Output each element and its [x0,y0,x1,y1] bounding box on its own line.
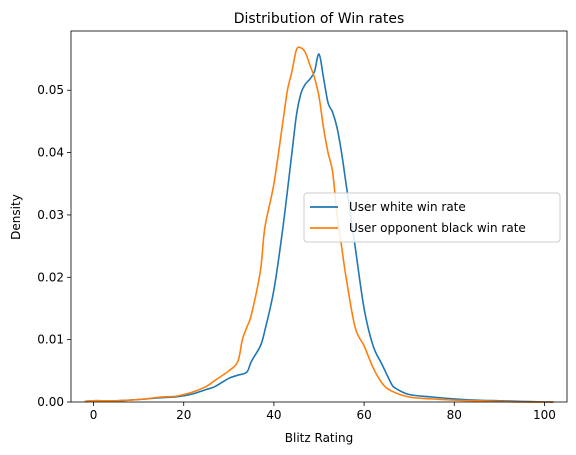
plot-frame [70,30,568,403]
y-tick-label: 0.00 [37,395,64,409]
y-tick-label: 0.04 [37,146,64,160]
y-tick-label: 0.02 [37,270,64,284]
x-tick-label: 0 [90,408,98,422]
legend-label-1: User white win rate [349,200,466,214]
x-axis-label: Blitz Rating [285,431,353,445]
x-tick-label: 20 [176,408,191,422]
series-line-2 [84,46,554,403]
y-axis-label: Density [9,194,23,240]
y-axis: 0.00 0.01 0.02 0.03 0.04 0.05 [37,83,71,409]
x-tick-label: 40 [266,408,281,422]
series-line-1 [84,53,554,403]
legend-box [303,192,561,243]
legend: User white win rate User opponent black w… [303,192,561,243]
legend-label-2: User opponent black win rate [349,221,526,235]
x-tick-label: 100 [533,408,556,422]
y-tick-label: 0.05 [37,83,64,97]
y-tick-label: 0.03 [37,208,64,222]
x-tick-label: 80 [447,408,462,422]
y-tick-label: 0.01 [37,333,64,347]
x-tick-label: 60 [356,408,371,422]
chart-title: Distribution of Win rates [234,11,405,27]
plot-area [84,46,554,403]
x-axis: 0 20 40 60 80 100 [90,402,556,422]
